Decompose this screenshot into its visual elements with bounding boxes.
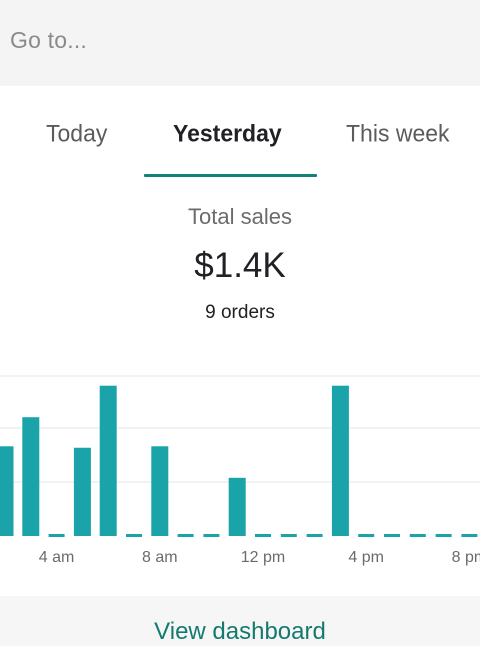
footer: View dashboard [0, 596, 480, 646]
zero-bar-4-am [48, 534, 65, 537]
view-dashboard-link[interactable]: View dashboard [154, 618, 326, 645]
search-input[interactable]: Go to... [10, 27, 88, 53]
zero-bar-9-am [177, 534, 194, 537]
zero-bar-2-pm [306, 534, 323, 537]
bar-6-am [99, 385, 117, 536]
zero-bar-8-pm [461, 534, 478, 537]
tab-today[interactable]: Today [46, 119, 108, 147]
x-tick-label: 8 am [142, 549, 178, 566]
zero-bar-7-am [126, 534, 142, 537]
tab-yesterday[interactable]: Yesterday [173, 119, 282, 147]
total-sales-label: Total sales [188, 204, 292, 229]
zero-bar-12-pm [255, 534, 271, 537]
x-tick-label: 8 pm [452, 549, 480, 566]
total-sales-value: $1.4K [194, 246, 286, 285]
tab-this-week[interactable]: This week [346, 119, 450, 147]
x-tick-label: 4 am [39, 549, 75, 566]
zero-bar-5-pm [384, 534, 400, 537]
sales-chart: 4 am 8 am 12 pm 4 pm 8 pm [0, 340, 480, 590]
orders-count: 9 orders [205, 302, 275, 323]
search-bar[interactable]: Go to... [0, 0, 480, 86]
zero-bar-4-pm [358, 534, 375, 537]
zero-bar-1-pm [280, 534, 297, 537]
bar-2-am [0, 446, 14, 536]
bar-3-pm [331, 385, 349, 536]
zero-bar-10-am [203, 534, 220, 537]
sales-bar-chart: 4 am 8 am 12 pm 4 pm 8 pm [0, 375, 480, 566]
zero-bar-6-pm [409, 534, 426, 537]
bar-5-am [73, 447, 91, 536]
bar-3-am [22, 417, 40, 536]
zero-bar-7-pm [435, 534, 452, 537]
x-tick-label: 4 pm [348, 549, 384, 566]
bar-8-am [151, 446, 169, 536]
bar-11-am [228, 477, 246, 536]
active-tab-indicator [144, 174, 317, 177]
x-tick-label: 12 pm [241, 549, 285, 566]
period-tabs: Today Yesterday This week [0, 86, 480, 180]
